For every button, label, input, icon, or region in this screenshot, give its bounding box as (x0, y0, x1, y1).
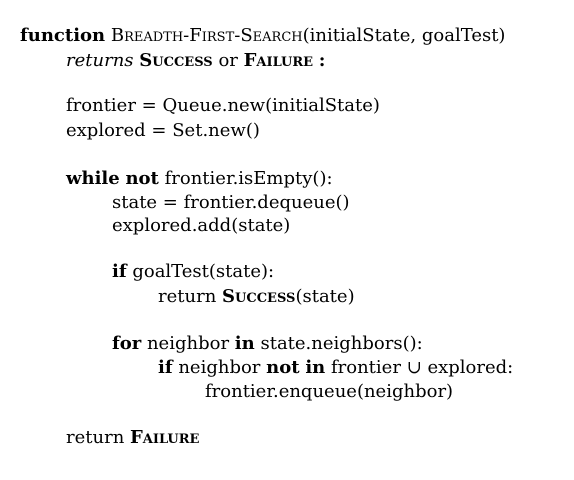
for-iterable: state.neighbors(): (260, 333, 423, 354)
explored-init-line: explored = Set.new() (66, 120, 260, 142)
enqueue-text: frontier.enqueue(neighbor) (205, 381, 454, 402)
success-value: Success (222, 286, 296, 307)
returns-line: returns Success or Failure : (66, 50, 325, 72)
return-success-line: return Success(state) (158, 286, 355, 308)
neighbor-check-line: if neighbor not in frontier ∪ explored: (158, 357, 513, 379)
not-keyword: not (266, 357, 300, 378)
function-args: (initialState, goalTest) (302, 25, 506, 46)
failure-value: Failure (130, 427, 200, 448)
while-line: while not frontier.isEmpty(): (66, 168, 333, 190)
in-keyword: in (305, 357, 326, 378)
return-failure-line: return Failure (66, 427, 199, 449)
returns-keyword: returns (66, 50, 134, 71)
frontier-init-line: frontier = Queue.new(initialState) (66, 95, 380, 117)
for-line: for neighbor in state.neighbors(): (112, 333, 423, 355)
frontier-init-text: frontier = Queue.new(initialState) (66, 95, 380, 116)
return-keyword: return (66, 427, 125, 448)
returns-colon: : (318, 50, 326, 71)
explored-init-text: explored = Set.new() (66, 120, 260, 141)
in-keyword: in (234, 333, 255, 354)
function-header-line: function Breadth-First-Search(initialSta… (20, 25, 505, 47)
enqueue-line: frontier.enqueue(neighbor) (205, 381, 453, 403)
explored-add-text: explored.add(state) (112, 215, 291, 236)
dequeue-text: state = frontier.dequeue() (112, 192, 350, 213)
while-condition: frontier.isEmpty(): (164, 168, 333, 189)
failure-value: Failure (243, 50, 314, 71)
dequeue-line: state = frontier.dequeue() (112, 192, 350, 214)
neighbor-variable: neighbor (146, 333, 230, 354)
explored-add-line: explored.add(state) (112, 215, 290, 237)
function-keyword: function (20, 25, 106, 46)
neighbor-check-condition: frontier ∪ explored: (330, 357, 514, 378)
return-success-args: (state) (295, 286, 355, 307)
while-keyword: while (66, 168, 120, 189)
return-keyword: return (158, 286, 217, 307)
goal-test-condition: goalTest(state): (132, 261, 275, 282)
function-name: Breadth-First-Search (110, 25, 303, 46)
if-keyword: if (158, 357, 173, 378)
goal-test-line: if goalTest(state): (112, 261, 274, 283)
not-keyword: not (125, 168, 159, 189)
neighbor-variable: neighbor (178, 357, 261, 378)
or-text: or (218, 50, 238, 71)
if-keyword: if (112, 261, 127, 282)
for-keyword: for (112, 333, 142, 354)
success-value: Success (139, 50, 213, 71)
